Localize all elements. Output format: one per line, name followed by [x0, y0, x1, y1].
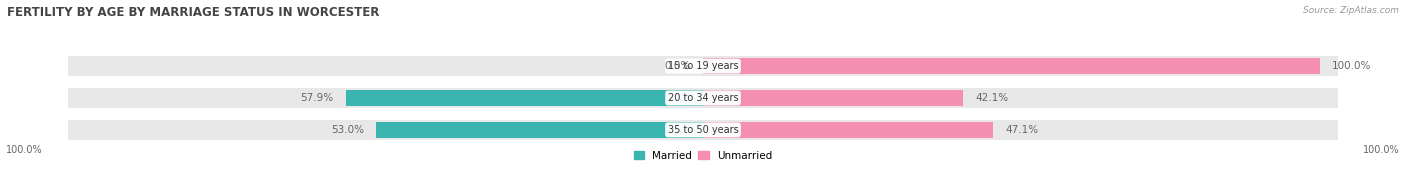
Text: 0.0%: 0.0%: [665, 61, 690, 71]
Bar: [703, 122, 994, 138]
Text: 15 to 19 years: 15 to 19 years: [668, 61, 738, 71]
Text: 35 to 50 years: 35 to 50 years: [668, 125, 738, 135]
Bar: [67, 88, 703, 108]
Text: 42.1%: 42.1%: [974, 93, 1008, 103]
Legend: Married, Unmarried: Married, Unmarried: [634, 151, 772, 161]
Bar: [346, 90, 703, 106]
Bar: [703, 58, 1320, 74]
Bar: [67, 120, 703, 140]
Bar: [377, 122, 703, 138]
Bar: [703, 120, 1339, 140]
Bar: [703, 56, 1339, 76]
Text: 100.0%: 100.0%: [1364, 145, 1400, 155]
Bar: [703, 90, 963, 106]
Text: 47.1%: 47.1%: [1005, 125, 1039, 135]
Text: 100.0%: 100.0%: [1331, 61, 1371, 71]
Bar: [67, 56, 703, 76]
Text: 100.0%: 100.0%: [6, 145, 42, 155]
Text: 20 to 34 years: 20 to 34 years: [668, 93, 738, 103]
Text: 57.9%: 57.9%: [301, 93, 333, 103]
Text: 53.0%: 53.0%: [330, 125, 364, 135]
Text: Source: ZipAtlas.com: Source: ZipAtlas.com: [1303, 6, 1399, 15]
Bar: [703, 88, 1339, 108]
Text: FERTILITY BY AGE BY MARRIAGE STATUS IN WORCESTER: FERTILITY BY AGE BY MARRIAGE STATUS IN W…: [7, 6, 380, 19]
